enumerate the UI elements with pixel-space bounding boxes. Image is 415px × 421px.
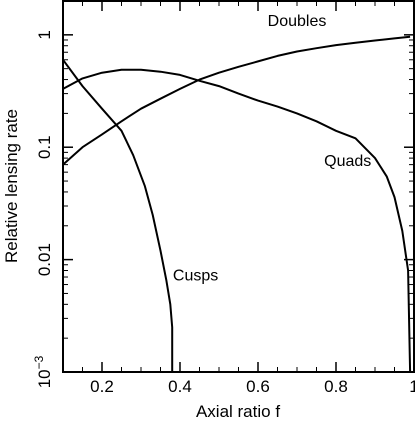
y-axis-title: Relative lensing rate — [2, 109, 21, 263]
y-tick-label-text: 1 — [35, 30, 54, 39]
series-line-quads — [62, 68, 412, 373]
y-tick-label-text: 0.01 — [35, 243, 54, 276]
y-tick-label-text: 10−3 — [32, 355, 54, 388]
annotations-group: Doubles Quads Cusps — [173, 13, 371, 285]
y-tick-label: 10−3 — [32, 355, 54, 388]
series-line-cusps — [62, 59, 174, 372]
x-tick-label: 0.2 — [90, 377, 114, 396]
plot-frame — [62, 0, 415, 373]
x-tick-label: 0.8 — [324, 377, 348, 396]
x-axis-title: Axial ratio f — [196, 402, 280, 421]
y-axis-ticks: 10−3 0.01 0.1 1 — [32, 0, 414, 388]
series-label-cusps: Cusps — [173, 268, 218, 285]
series-line-doubles — [62, 35, 411, 166]
x-tick-label: 0.6 — [246, 377, 270, 396]
y-tick-label: 0.01 — [35, 243, 54, 276]
y-tick-label: 1 — [35, 30, 54, 39]
x-tick-label: 0.4 — [168, 377, 192, 396]
series-label-doubles: Doubles — [268, 13, 327, 30]
series-group — [62, 35, 412, 373]
y-tick-label: 0.1 — [35, 135, 54, 159]
y-tick-label-text: 0.1 — [35, 135, 54, 159]
series-label-quads: Quads — [324, 153, 371, 170]
x-axis-ticks: 0.2 0.4 0.6 0.8 1 — [62, 1, 415, 396]
x-tick-label: 1 — [409, 377, 415, 396]
